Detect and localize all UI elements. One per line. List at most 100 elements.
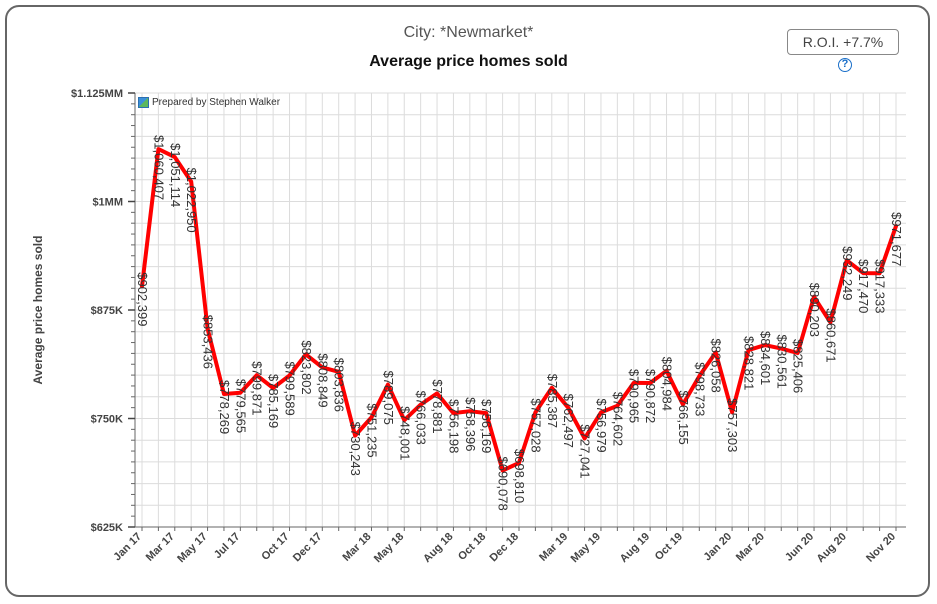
data-point: [812, 295, 816, 299]
data-point: [484, 411, 488, 415]
data-label: $748,001: [397, 406, 412, 460]
data-point: [861, 271, 865, 275]
data-label: $890,203: [807, 283, 822, 337]
x-tick-label: Jan 20: [702, 531, 735, 564]
data-point: [222, 392, 226, 396]
x-tick-label: Nov 20: [864, 531, 898, 565]
data-label: $1,051,114: [168, 143, 183, 207]
data-label: $757,303: [725, 398, 740, 452]
data-label: $834,601: [758, 331, 773, 385]
data-label: $730,243: [348, 422, 363, 476]
data-point: [763, 343, 767, 347]
data-label: $751,235: [364, 403, 379, 457]
data-point: [320, 365, 324, 369]
data-point: [140, 284, 144, 288]
x-tick-label: Oct 17: [259, 531, 291, 563]
data-point: [681, 402, 685, 406]
data-label: $1,022,950: [184, 168, 199, 233]
y-tick-label: $1.125MM: [71, 88, 123, 100]
data-label: $828,821: [741, 336, 756, 390]
data-point: [501, 469, 505, 473]
data-point: [419, 403, 423, 407]
data-point: [173, 155, 177, 159]
data-label: $698,810: [512, 449, 527, 503]
data-point: [648, 381, 652, 385]
data-point: [533, 410, 537, 414]
y-tick-label: $1MM: [92, 197, 123, 209]
data-label: $853,436: [201, 315, 216, 369]
credit-text: Prepared by Stephen Walker: [152, 97, 281, 108]
data-label: $785,387: [545, 374, 560, 428]
grid: [135, 92, 906, 528]
data-label: $789,075: [381, 371, 396, 425]
data-point: [353, 434, 357, 438]
data-labels: $902,399 $1,060,407 $1,051,114 $1,022,950 $8…: [135, 135, 904, 511]
data-label: $823,802: [299, 340, 314, 394]
data-label: $808,849: [315, 353, 330, 407]
data-point: [599, 410, 603, 414]
data-point: [369, 415, 373, 419]
data-label: $826,058: [709, 338, 724, 392]
data-point: [615, 404, 619, 408]
data-point: [566, 406, 570, 410]
data-point: [238, 391, 242, 395]
data-point: [189, 180, 193, 184]
data-point: [828, 320, 832, 324]
x-tick-label: Aug 18: [421, 531, 455, 565]
data-point: [779, 347, 783, 351]
x-tick-label: Mar 19: [537, 531, 570, 564]
data-point: [402, 418, 406, 422]
data-label: $756,979: [594, 398, 609, 452]
chart-title: Average price homes sold: [369, 53, 568, 70]
x-tick-label: May 18: [372, 531, 406, 565]
data-point: [746, 348, 750, 352]
data-label: $799,871: [250, 361, 265, 415]
x-tick-label: May 17: [175, 531, 209, 565]
chart-logo-icon: [138, 97, 149, 108]
data-label: $803,836: [332, 358, 347, 412]
data-point: [796, 351, 800, 355]
x-tick-label: Dec 17: [291, 531, 325, 565]
data-label: $690,078: [496, 457, 511, 511]
data-label: $764,602: [610, 392, 625, 446]
x-tick-label: Mar 18: [340, 531, 373, 564]
data-label: $1,060,407: [151, 135, 166, 200]
y-tick-label: $625K: [91, 522, 123, 534]
x-tick-label: Aug 19: [618, 531, 652, 565]
data-label: $762,497: [561, 394, 576, 448]
help-icon[interactable]: ?: [838, 58, 852, 72]
data-label: $804,984: [660, 357, 675, 411]
data-point: [730, 410, 734, 414]
data-label: $778,881: [430, 379, 445, 433]
x-tick-label: May 19: [569, 531, 603, 565]
data-label: $790,872: [643, 369, 658, 423]
data-point: [386, 383, 390, 387]
data-label: $756,169: [479, 399, 494, 453]
x-tick-label: Jun 20: [783, 531, 816, 564]
data-point: [304, 352, 308, 356]
data-label: $766,155: [676, 390, 691, 444]
data-point: [517, 461, 521, 465]
data-label: $758,396: [463, 397, 478, 451]
x-tick-label: Oct 19: [653, 531, 685, 563]
data-label: $825,406: [791, 339, 806, 393]
x-tick-label: Jul 17: [212, 531, 243, 562]
data-label: $798,733: [692, 362, 707, 416]
data-point: [894, 224, 898, 228]
x-tick-label: Oct 18: [456, 531, 488, 563]
data-point: [878, 271, 882, 275]
data-point: [632, 381, 636, 385]
chart-subtitle: City: *Newmarket*: [403, 24, 534, 41]
y-tick-label: $875K: [91, 305, 123, 317]
y-tick-label: $750K: [91, 414, 123, 426]
data-label: $727,041: [578, 424, 593, 478]
roi-button[interactable]: R.O.I. +7.7%: [787, 29, 899, 55]
data-point: [288, 373, 292, 377]
x-tick-label: Mar 17: [144, 531, 177, 564]
data-point: [697, 374, 701, 378]
data-label: $917,470: [856, 259, 871, 313]
data-point: [714, 350, 718, 354]
data-point: [583, 436, 587, 440]
data-label: $766,033: [414, 391, 429, 445]
